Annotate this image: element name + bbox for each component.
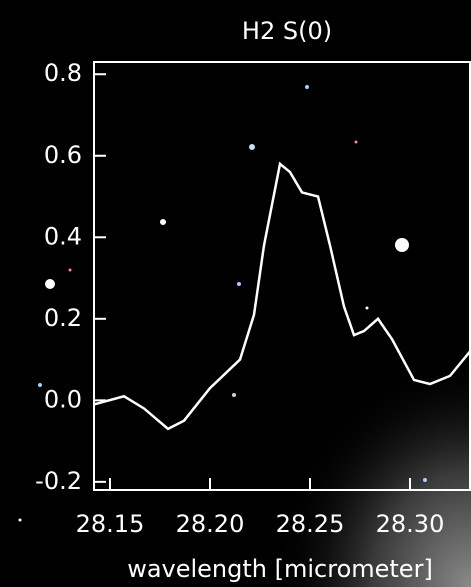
y-tick-label: 0.2	[44, 304, 82, 332]
x-tick-label: 28.20	[176, 510, 245, 538]
stars	[18, 85, 427, 522]
star	[18, 518, 22, 522]
nebula	[250, 330, 471, 587]
star	[249, 144, 255, 150]
x-tick-label: 28.30	[376, 510, 445, 538]
line-series	[93, 161, 471, 431]
star	[45, 279, 55, 289]
x-tick-label: 28.15	[76, 510, 145, 538]
y-tick-label: 0.4	[44, 222, 82, 250]
x-axis-label: wavelength [micrometer]	[127, 555, 433, 583]
chart-title: H2 S(0)	[242, 17, 332, 45]
y-tick-label: 0.6	[44, 141, 82, 169]
plot-frame	[93, 61, 471, 491]
star	[68, 268, 72, 272]
x-tick-label: 28.25	[276, 510, 345, 538]
star	[395, 238, 409, 252]
y-tick-label: -0.2	[35, 467, 82, 495]
star	[305, 85, 309, 89]
star	[160, 219, 166, 225]
y-tick-label: 0.0	[44, 385, 82, 413]
star	[237, 282, 241, 286]
star	[38, 383, 42, 387]
star	[354, 140, 358, 144]
star	[423, 478, 427, 482]
y-tick-label: 0.8	[44, 59, 82, 87]
star	[232, 393, 236, 397]
star	[365, 306, 369, 310]
